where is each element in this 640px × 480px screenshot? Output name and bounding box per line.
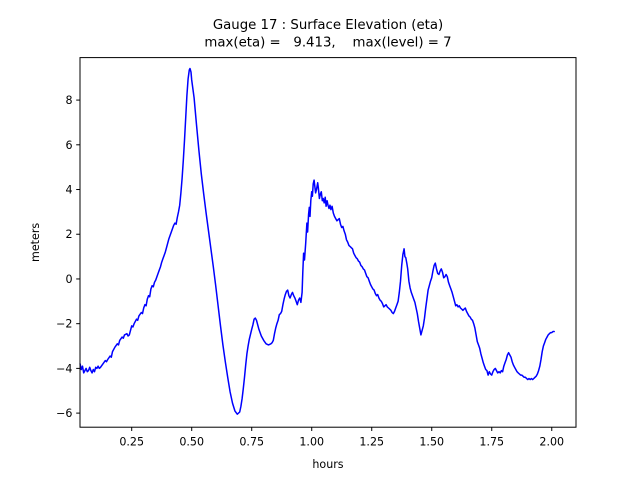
y-tick-label: −4 [56,362,72,375]
x-tick-label: 1.75 [479,436,504,449]
y-axis-label: meters [29,223,42,262]
x-axis-ticks [131,427,553,431]
eta-data-line [79,67,555,415]
chart-subtitle: max(eta) = 9.413, max(level) = 7 [204,36,451,51]
y-tick-label: 2 [65,228,72,241]
y-tick-label: 0 [65,273,72,286]
x-tick-label: 2.00 [539,436,564,449]
plot-border [79,57,577,428]
y-tick-label: −2 [56,318,72,331]
y-axis-ticks [76,99,80,414]
y-tick-label: 6 [65,139,72,152]
y-tick-label: 4 [65,184,72,197]
x-axis-tick-labels: 0.25 0.50 0.75 1.00 1.25 1.50 1.75 2.00 [119,436,564,449]
chart-title: Gauge 17 : Surface Elevation (eta) [213,18,443,33]
x-tick-label: 0.75 [239,436,264,449]
y-tick-label: 8 [65,94,72,107]
x-tick-label: 1.50 [419,436,444,449]
x-tick-label: 0.25 [119,436,144,449]
x-tick-label: 0.50 [179,436,204,449]
x-axis-label: hours [312,458,343,471]
x-tick-label: 1.00 [299,436,324,449]
x-tick-label: 1.25 [359,436,384,449]
y-axis-tick-labels: 8 6 4 2 0 −2 −4 −6 [56,94,72,420]
y-tick-label: −6 [56,407,72,420]
